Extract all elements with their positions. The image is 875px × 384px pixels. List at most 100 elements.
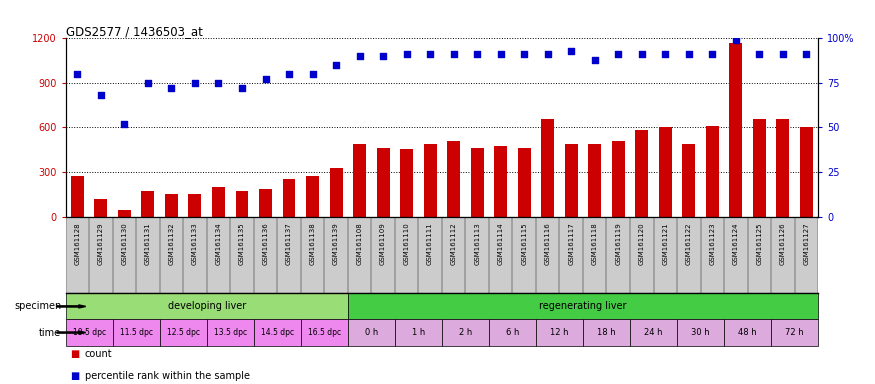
Point: [682, 51, 696, 58]
Bar: [395, 319, 442, 346]
Bar: [800, 127, 813, 217]
Text: GSM161125: GSM161125: [756, 223, 762, 265]
Text: GSM161113: GSM161113: [474, 223, 480, 265]
Point: [376, 53, 390, 59]
Text: 1 h: 1 h: [412, 328, 425, 337]
Bar: [424, 144, 437, 217]
Point: [94, 92, 108, 98]
Text: GSM161121: GSM161121: [662, 223, 668, 265]
Bar: [118, 210, 131, 217]
Point: [446, 51, 460, 58]
Text: 0 h: 0 h: [365, 328, 378, 337]
Text: developing liver: developing liver: [168, 301, 246, 311]
Point: [141, 80, 155, 86]
Point: [424, 51, 438, 58]
Bar: [330, 167, 342, 217]
Bar: [442, 319, 489, 346]
Text: GSM161110: GSM161110: [403, 223, 410, 265]
Point: [493, 51, 507, 58]
Point: [235, 85, 249, 91]
Text: GSM161135: GSM161135: [239, 223, 245, 265]
Text: GSM161115: GSM161115: [522, 223, 527, 265]
Bar: [254, 319, 301, 346]
Text: 6 h: 6 h: [506, 328, 519, 337]
Bar: [724, 319, 771, 346]
Bar: [682, 144, 696, 217]
Point: [353, 53, 367, 59]
Text: 48 h: 48 h: [738, 328, 757, 337]
Point: [400, 51, 414, 58]
Bar: [447, 141, 460, 217]
Bar: [66, 293, 348, 319]
Text: 12.5 dpc: 12.5 dpc: [167, 328, 200, 337]
Bar: [677, 319, 724, 346]
Text: GSM161116: GSM161116: [545, 223, 550, 265]
Text: GSM161118: GSM161118: [592, 223, 598, 265]
Text: GSM161133: GSM161133: [192, 223, 198, 265]
Point: [658, 51, 672, 58]
Text: GSM161114: GSM161114: [498, 223, 504, 265]
Text: 16.5 dpc: 16.5 dpc: [308, 328, 341, 337]
Bar: [301, 319, 348, 346]
Text: 12 h: 12 h: [550, 328, 569, 337]
Text: GSM161111: GSM161111: [427, 223, 433, 265]
Bar: [212, 187, 225, 217]
Point: [634, 51, 648, 58]
Text: 18 h: 18 h: [597, 328, 616, 337]
Text: GSM161124: GSM161124: [733, 223, 738, 265]
Text: GSM161122: GSM161122: [686, 223, 692, 265]
Text: GDS2577 / 1436503_at: GDS2577 / 1436503_at: [66, 25, 202, 38]
Text: GSM161109: GSM161109: [380, 223, 386, 265]
Bar: [536, 319, 583, 346]
Bar: [630, 319, 677, 346]
Text: GSM161132: GSM161132: [169, 223, 174, 265]
Text: GSM161127: GSM161127: [803, 223, 809, 265]
Bar: [165, 194, 178, 217]
Text: GSM161139: GSM161139: [333, 223, 339, 265]
Bar: [489, 319, 536, 346]
Bar: [66, 319, 113, 346]
Bar: [659, 127, 672, 217]
Bar: [564, 144, 578, 217]
Bar: [188, 194, 201, 217]
Text: 13.5 dpc: 13.5 dpc: [214, 328, 247, 337]
Bar: [542, 119, 554, 217]
Text: GSM161129: GSM161129: [98, 223, 104, 265]
Bar: [71, 176, 84, 217]
Bar: [306, 176, 319, 217]
Bar: [400, 149, 413, 217]
Text: 11.5 dpc: 11.5 dpc: [120, 328, 152, 337]
Text: GSM161134: GSM161134: [215, 223, 221, 265]
Text: GSM161131: GSM161131: [145, 223, 150, 265]
Point: [541, 51, 555, 58]
Text: GSM161130: GSM161130: [122, 223, 128, 265]
Text: regenerating liver: regenerating liver: [539, 301, 626, 311]
Bar: [113, 319, 160, 346]
Bar: [612, 141, 625, 217]
Text: GSM161120: GSM161120: [639, 223, 645, 265]
Bar: [494, 146, 507, 217]
Text: ■: ■: [70, 349, 80, 359]
Point: [164, 85, 178, 91]
Point: [705, 51, 719, 58]
Text: 24 h: 24 h: [644, 328, 662, 337]
Point: [470, 51, 484, 58]
Text: GSM161138: GSM161138: [310, 223, 316, 265]
Point: [305, 71, 319, 77]
Bar: [635, 131, 648, 217]
Text: count: count: [85, 349, 113, 359]
Text: GSM161108: GSM161108: [357, 223, 362, 265]
Point: [117, 121, 131, 127]
Bar: [142, 190, 154, 217]
Bar: [706, 126, 718, 217]
Point: [612, 51, 626, 58]
Bar: [752, 119, 766, 217]
Point: [329, 62, 343, 68]
Text: 14.5 dpc: 14.5 dpc: [261, 328, 294, 337]
Text: percentile rank within the sample: percentile rank within the sample: [85, 371, 250, 381]
Bar: [259, 189, 272, 217]
Bar: [348, 319, 395, 346]
Text: GSM161123: GSM161123: [710, 223, 715, 265]
Bar: [730, 43, 742, 217]
Bar: [206, 319, 254, 346]
